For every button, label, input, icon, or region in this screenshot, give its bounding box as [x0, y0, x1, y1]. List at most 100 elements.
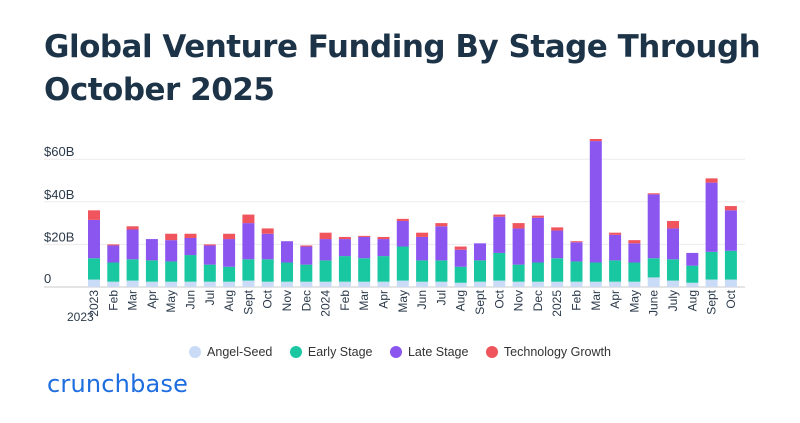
- bar-technology-growth[interactable]: [551, 227, 564, 231]
- bar-early-stage[interactable]: [377, 256, 390, 282]
- bar-early-stage[interactable]: [589, 262, 602, 282]
- bar-angel-seed[interactable]: [358, 281, 371, 287]
- bar-early-stage[interactable]: [300, 264, 313, 282]
- bar-late-stage[interactable]: [609, 234, 622, 261]
- bar-angel-seed[interactable]: [300, 281, 313, 287]
- bar-late-stage[interactable]: [454, 249, 467, 267]
- bar-early-stage[interactable]: [223, 266, 236, 282]
- bar-early-stage[interactable]: [145, 260, 158, 282]
- bar-early-stage[interactable]: [88, 258, 100, 280]
- bar-angel-seed[interactable]: [377, 281, 390, 287]
- bar-angel-seed[interactable]: [184, 281, 197, 287]
- bar-early-stage[interactable]: [551, 258, 564, 282]
- bar-early-stage[interactable]: [242, 259, 255, 281]
- bar-technology-growth[interactable]: [512, 223, 525, 229]
- bar-early-stage[interactable]: [609, 260, 622, 282]
- bar-angel-seed[interactable]: [223, 281, 236, 287]
- bar-early-stage[interactable]: [512, 264, 525, 282]
- bar-angel-seed[interactable]: [474, 281, 486, 287]
- bar-early-stage[interactable]: [686, 265, 699, 283]
- bar-technology-growth[interactable]: [126, 226, 139, 230]
- bar-early-stage[interactable]: [647, 258, 660, 278]
- bar-early-stage[interactable]: [724, 250, 737, 280]
- bar-early-stage[interactable]: [165, 261, 178, 282]
- bar-early-stage[interactable]: [338, 256, 351, 282]
- bar-angel-seed[interactable]: [454, 282, 467, 287]
- bar-late-stage[interactable]: [184, 238, 197, 256]
- bar-late-stage[interactable]: [589, 141, 602, 263]
- bar-angel-seed[interactable]: [281, 281, 293, 287]
- bar-early-stage[interactable]: [628, 262, 641, 282]
- legend-item-technology-growth[interactable]: Technology Growth: [485, 345, 611, 359]
- bar-technology-growth[interactable]: [377, 236, 390, 240]
- bar-early-stage[interactable]: [531, 262, 544, 282]
- bar-technology-growth[interactable]: [531, 215, 544, 218]
- bar-technology-growth[interactable]: [242, 214, 255, 224]
- bar-technology-growth[interactable]: [454, 246, 467, 250]
- bar-angel-seed[interactable]: [512, 281, 525, 287]
- bar-late-stage[interactable]: [686, 252, 699, 266]
- bar-late-stage[interactable]: [358, 236, 371, 259]
- bar-angel-seed[interactable]: [145, 281, 158, 287]
- bar-technology-growth[interactable]: [107, 244, 120, 246]
- bar-late-stage[interactable]: [377, 239, 390, 257]
- bar-technology-growth[interactable]: [261, 228, 274, 234]
- crunchbase-logo[interactable]: crunchbase: [47, 370, 189, 398]
- bar-late-stage[interactable]: [628, 243, 641, 263]
- bar-technology-growth[interactable]: [609, 232, 622, 235]
- bar-late-stage[interactable]: [570, 242, 583, 262]
- bar-angel-seed[interactable]: [551, 281, 564, 287]
- bar-late-stage[interactable]: [281, 241, 293, 263]
- bar-late-stage[interactable]: [242, 223, 255, 260]
- bar-angel-seed[interactable]: [609, 281, 622, 287]
- bar-late-stage[interactable]: [531, 217, 544, 263]
- bar-angel-seed[interactable]: [107, 281, 120, 287]
- bar-angel-seed[interactable]: [416, 281, 429, 287]
- bar-late-stage[interactable]: [396, 220, 409, 247]
- bar-angel-seed[interactable]: [667, 280, 679, 287]
- bar-angel-seed[interactable]: [628, 281, 641, 287]
- bar-angel-seed[interactable]: [319, 281, 332, 287]
- bar-angel-seed[interactable]: [724, 279, 737, 287]
- bar-late-stage[interactable]: [338, 239, 351, 257]
- bar-angel-seed[interactable]: [165, 281, 178, 287]
- bar-angel-seed[interactable]: [705, 279, 718, 287]
- bar-technology-growth[interactable]: [628, 240, 641, 244]
- bar-late-stage[interactable]: [416, 236, 429, 261]
- bar-late-stage[interactable]: [223, 239, 236, 267]
- bar-late-stage[interactable]: [551, 230, 564, 259]
- bar-technology-growth[interactable]: [358, 235, 371, 237]
- bar-technology-growth[interactable]: [667, 220, 679, 229]
- bar-angel-seed[interactable]: [203, 281, 216, 287]
- bar-technology-growth[interactable]: [589, 138, 602, 142]
- bar-angel-seed[interactable]: [647, 277, 660, 287]
- bar-angel-seed[interactable]: [396, 280, 409, 287]
- bar-angel-seed[interactable]: [242, 280, 255, 287]
- bar-late-stage[interactable]: [203, 245, 216, 265]
- bar-angel-seed[interactable]: [570, 281, 583, 287]
- bar-technology-growth[interactable]: [570, 241, 583, 243]
- bar-early-stage[interactable]: [126, 259, 139, 281]
- bar-technology-growth[interactable]: [724, 206, 737, 211]
- bar-late-stage[interactable]: [435, 226, 448, 261]
- bar-early-stage[interactable]: [396, 246, 409, 281]
- bar-technology-growth[interactable]: [184, 233, 197, 239]
- bar-early-stage[interactable]: [454, 266, 467, 283]
- bar-late-stage[interactable]: [512, 228, 525, 265]
- bar-technology-growth[interactable]: [319, 232, 332, 240]
- bar-late-stage[interactable]: [261, 233, 274, 260]
- bar-angel-seed[interactable]: [261, 281, 274, 287]
- bar-late-stage[interactable]: [88, 219, 100, 259]
- bar-angel-seed[interactable]: [531, 281, 544, 287]
- bar-technology-growth[interactable]: [705, 178, 718, 183]
- bar-early-stage[interactable]: [474, 260, 486, 282]
- bar-technology-growth[interactable]: [435, 223, 448, 227]
- bar-late-stage[interactable]: [474, 243, 486, 261]
- legend-item-early-stage[interactable]: Early Stage: [289, 345, 372, 359]
- bar-technology-growth[interactable]: [165, 233, 178, 241]
- bar-late-stage[interactable]: [126, 229, 139, 260]
- bar-early-stage[interactable]: [261, 259, 274, 282]
- bar-late-stage[interactable]: [165, 240, 178, 262]
- bar-angel-seed[interactable]: [435, 281, 448, 287]
- bar-early-stage[interactable]: [493, 252, 506, 281]
